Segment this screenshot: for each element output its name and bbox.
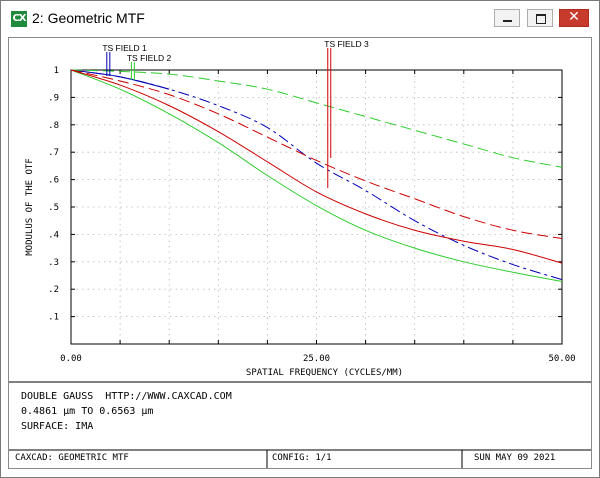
y-tick-label: .5 [48,203,59,213]
maximize-button[interactable] [527,9,553,27]
x-tick-label: 50.00 [548,354,575,364]
y-tick-label: .6 [48,176,59,186]
y-axis-label: MODULUS OF THE OTF [25,158,35,256]
chart-grid [71,70,562,344]
y-tick-label: .8 [48,121,59,131]
field-marker-label: TS FIELD 2 [127,53,172,63]
minimize-icon [503,20,512,22]
x-tick-label: 25.00 [303,354,330,364]
chart-series [70,69,563,283]
field-marker-label: TS FIELD 1 [102,43,147,53]
mtf-curve-field2-tangential [70,69,563,168]
info-wavelength-range: 0.4861 µm TO 0.6563 µm [21,406,154,417]
maximize-icon [536,14,546,24]
info-surface: SURFACE: IMA [21,421,94,432]
caxcad-app-icon: CX [11,11,27,27]
x-axis-label: SPATIAL FREQUENCY (CYCLES/MM) [246,368,403,378]
x-tick-label: 0.00 [60,354,82,364]
window-title: 2: Geometric MTF [32,10,145,26]
mtf-curve-field1-tangential [70,69,563,281]
info-lens-name: DOUBLE GAUSS HTTP://WWW.CAXCAD.COM [21,391,232,402]
plot-frame [70,69,563,345]
minimize-button[interactable] [494,9,520,27]
mtf-curve-field3-tangential [70,69,563,240]
y-tick-label: .9 [48,93,59,103]
y-tick-label: .7 [48,148,59,158]
field-marker-label: TS FIELD 3 [324,39,369,49]
chart-axes [70,69,563,345]
mtf-curve-field1-sagittal [70,69,170,90]
mtf-chart: TS FIELD 1TS FIELD 2 TS FIELD 3 1 .9 .8 .7 .6… [9,39,591,468]
field-markers: TS FIELD 1TS FIELD 2 TS FIELD 3 [102,39,369,188]
mtf-curve-field2-sagittal [70,69,563,283]
y-tick-label: 1 [54,66,59,76]
footer-date: SUN MAY 09 2021 [474,453,556,463]
footer-program-name: CAXCAD: GEOMETRIC MTF [15,453,129,463]
close-icon: ✕ [568,9,580,25]
y-tick-label: .2 [48,285,59,295]
chart-labels: 1 .9 .8 .7 .6 .5 .4 .3 .2 .1 0.00 25.00 50.00 SPATIAL… [25,66,576,378]
mtf-curve-field3-sagittal [70,69,563,264]
y-tick-label: .3 [48,258,59,268]
close-button[interactable]: ✕ [559,9,589,27]
y-tick-label: .4 [48,230,59,240]
y-tick-label: .1 [48,313,59,323]
title-bar[interactable]: CX 2: Geometric MTF ✕ [1,1,599,37]
footer-config: CONFIG: 1/1 [272,453,332,463]
plot-content-area: TS FIELD 1 TS FIELD 2 TS FIELD 3 1 .9 .8 .7 .6… [8,37,592,469]
